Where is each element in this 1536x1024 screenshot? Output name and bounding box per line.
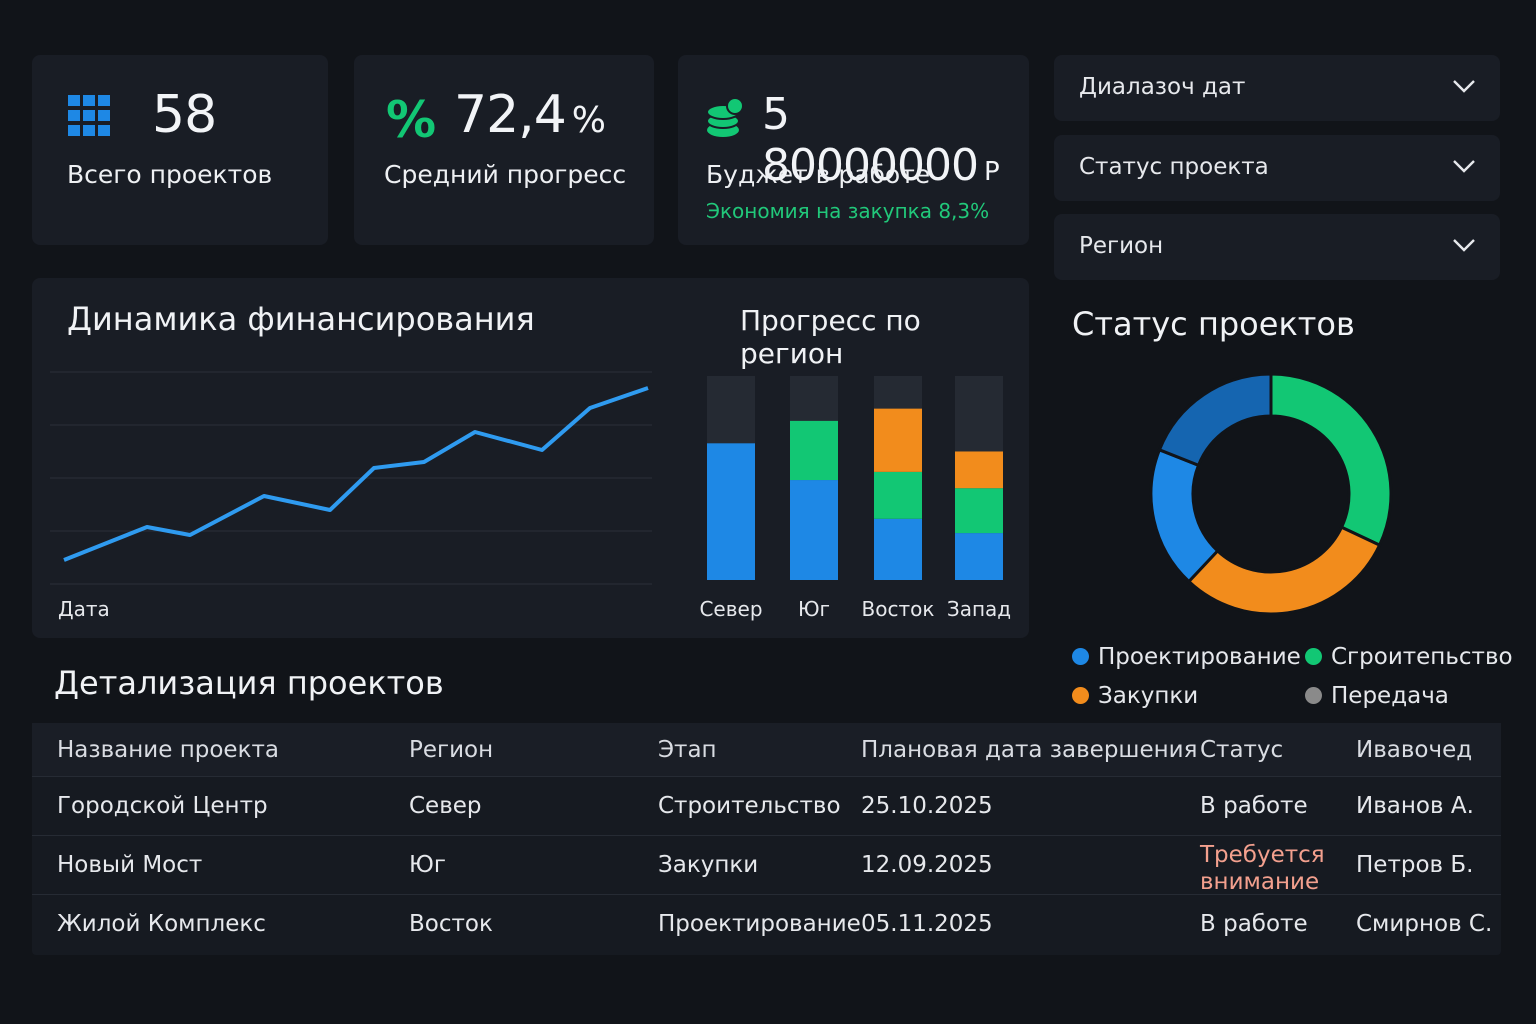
funding-line-chart: Дата (50, 371, 652, 621)
funding-chart-title: Динамика финансирования (67, 300, 535, 338)
kpi-budget-label: Буджет в работе (706, 160, 931, 189)
legend-design-label: Проектирование (1098, 644, 1301, 670)
cell-owner: Петров Б. (1356, 852, 1474, 878)
cell-project-name: Новый Мост (57, 852, 203, 878)
kpi-projects-value: 58 (152, 85, 217, 145)
bar-segment (955, 533, 1003, 580)
chevron-down-icon (1453, 160, 1475, 173)
bar-segment (790, 480, 838, 580)
bar-segment (707, 443, 755, 580)
percent-icon: % (386, 91, 437, 149)
bar-segment (955, 451, 1003, 489)
bar-segment (955, 488, 1003, 534)
donut-slice (1157, 372, 1273, 468)
projects-table: Название проекта Регион Этап Плановая да… (32, 723, 1501, 955)
funding-series-line (63, 386, 649, 562)
cell-stage: Проектирование (658, 911, 861, 937)
status-donut-chart (1149, 372, 1393, 616)
x-axis-label: Дата (58, 597, 110, 621)
charts-panel: Динамика финансирования Прогресс по реги… (32, 278, 1029, 638)
filter-date-range-label: Диалазоч дат (1079, 74, 1246, 100)
kpi-progress-label: Средний прогресс (384, 160, 627, 189)
legend-dot (1305, 648, 1322, 665)
kpi-card-projects: 58 Всего проектов (32, 55, 328, 245)
bar-segment (874, 518, 922, 580)
kpi-projects-label: Всего проектов (67, 160, 273, 189)
bar-category-label: Север (699, 597, 762, 621)
table-row[interactable]: Жилой Комплекс Восток Проектирование 05.… (32, 895, 1501, 954)
header-owner[interactable]: Ивавочед (1356, 737, 1473, 763)
cell-project-name: Жилой Комплекс (57, 911, 266, 937)
cell-status: В работе (1200, 911, 1308, 937)
filter-region-label: Регион (1079, 233, 1164, 259)
legend-handover: Передача (1305, 683, 1449, 709)
cell-owner: Иванов А. (1356, 793, 1474, 819)
table-row[interactable]: Городской Центр Север Строительство 25.1… (32, 777, 1501, 836)
bar-category-label: Восток (862, 597, 935, 621)
bar-segment (874, 408, 922, 472)
bar-segment (874, 471, 922, 519)
cell-owner: Смирнов С. (1356, 911, 1493, 937)
legend-construction-label: Сгроитепьство (1331, 644, 1513, 670)
cell-stage: Закупки (658, 852, 759, 878)
legend-design: Проектирование (1072, 644, 1301, 670)
header-due-date[interactable]: Плановая дата завершения (861, 737, 1198, 763)
legend-dot (1072, 687, 1089, 704)
cell-due-date: 25.10.2025 (861, 793, 993, 819)
donut-slice (1186, 525, 1382, 616)
filter-date-range[interactable]: Диалазоч дат (1054, 55, 1500, 121)
kpi-budget-number: 5 80000000 (762, 89, 979, 191)
chevron-down-icon (1453, 239, 1475, 252)
legend-handover-label: Передача (1331, 683, 1449, 709)
legend-dot (1305, 687, 1322, 704)
cell-region: Восток (409, 911, 493, 937)
region-chart-title: Прогресс по регион (740, 304, 921, 370)
donut-slice (1269, 372, 1393, 548)
cell-region: Север (409, 793, 482, 819)
header-project-name[interactable]: Название проекта (57, 737, 279, 763)
kpi-budget-unit: Р (983, 157, 1000, 187)
header-region[interactable]: Регион (409, 737, 494, 763)
cell-due-date: 05.11.2025 (861, 911, 993, 937)
donut-slice (1149, 447, 1220, 584)
grid-icon (68, 95, 110, 136)
kpi-budget-value: 5 80000000 Р (762, 89, 1029, 191)
header-stage[interactable]: Этап (658, 737, 717, 763)
bar-segment (790, 420, 838, 481)
table-header-row: Название проекта Регион Этап Плановая да… (32, 723, 1501, 777)
filter-region[interactable]: Регион (1054, 214, 1500, 280)
chevron-down-icon (1453, 80, 1475, 93)
cell-stage: Строительство (658, 793, 841, 819)
kpi-card-budget: 5 80000000 Р Буджет в работе Экономия на … (678, 55, 1029, 245)
legend-procurement: Закупки (1072, 683, 1198, 709)
filter-project-status-label: Статус проекта (1079, 154, 1269, 180)
legend-construction: Сгроитепьство (1305, 644, 1513, 670)
cell-status: В работе (1200, 793, 1308, 819)
filter-project-status[interactable]: Статус проекта (1054, 135, 1500, 201)
header-status[interactable]: Статус (1200, 737, 1284, 763)
cell-status-attention: Требуется внимание (1200, 842, 1325, 895)
cell-due-date: 12.09.2025 (861, 852, 993, 878)
cell-project-name: Городской Центр (57, 793, 268, 819)
status-chart-title: Статус проектов (1072, 305, 1355, 343)
table-title: Детализация проектов (54, 664, 444, 702)
kpi-budget-savings: Экономия на закупка 8,3% (706, 199, 990, 223)
kpi-card-progress: % 72,4% Средний прогресс (354, 55, 654, 245)
legend-dot (1072, 648, 1089, 665)
table-row[interactable]: Новый Мост Юг Закупки 12.09.2025 Требует… (32, 836, 1501, 895)
kpi-progress-value: 72,4% (454, 85, 606, 145)
legend-procurement-label: Закупки (1098, 683, 1199, 709)
bar-category-label: Запад (947, 597, 1011, 621)
coins-icon (706, 97, 744, 137)
bar-category-label: Юг (798, 597, 830, 621)
kpi-progress-unit: % (571, 100, 606, 141)
region-bar-chart: Север Юг Восток Запад (699, 376, 1011, 621)
cell-region: Юг (409, 852, 446, 878)
kpi-progress-number: 72,4 (454, 85, 567, 145)
